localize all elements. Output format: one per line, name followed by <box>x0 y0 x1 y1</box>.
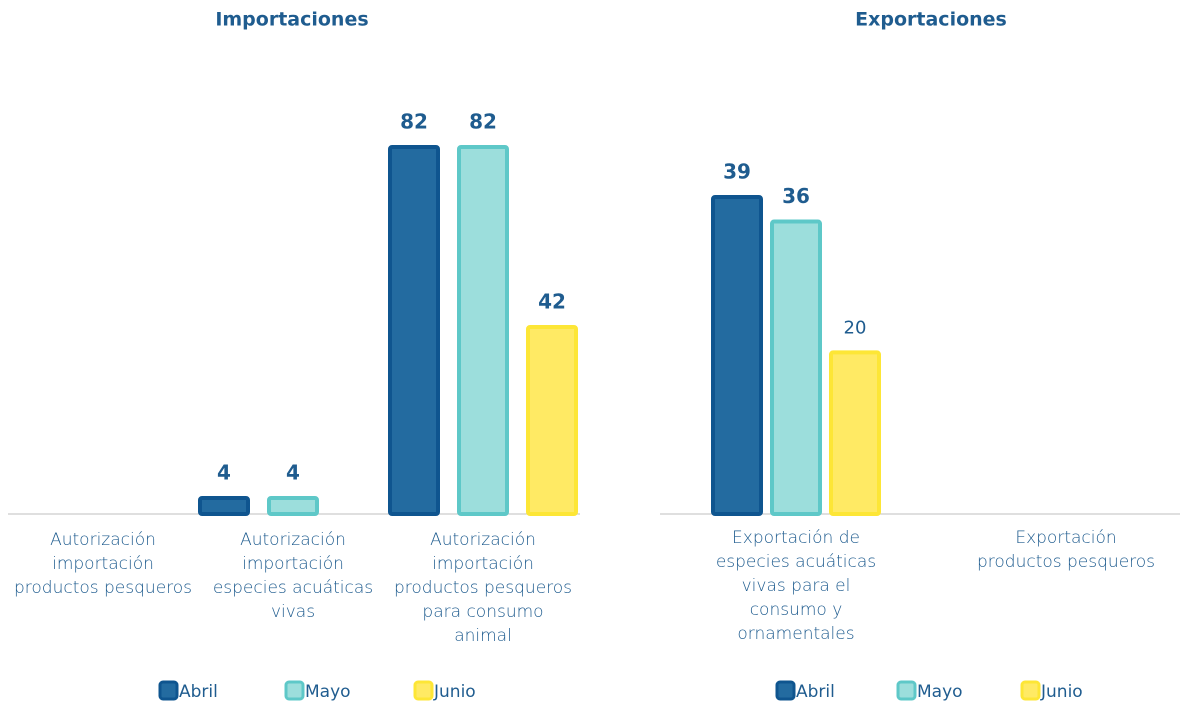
value-label: 20 <box>844 317 867 338</box>
value-label: 42 <box>538 290 566 314</box>
chart-title: Exportaciones <box>855 9 1007 31</box>
legend-label: Junio <box>433 682 476 702</box>
legend-label: Mayo <box>917 682 963 702</box>
value-label: 39 <box>723 159 751 183</box>
category-label: Exportación productos pesqueros <box>976 528 1156 572</box>
legend-swatch <box>896 680 917 701</box>
legend-swatch <box>158 680 179 701</box>
category-label: Autorización importación productos pesqu… <box>393 530 573 646</box>
legend-swatch <box>284 680 305 701</box>
category-label: Autorización importación especies acuáti… <box>212 530 374 622</box>
bar <box>388 145 440 516</box>
legend-label: Junio <box>1040 682 1083 702</box>
legend-label: Mayo <box>305 682 351 702</box>
category-label: Exportación de especies acuáticas vivas … <box>715 528 877 644</box>
legend-label: Abril <box>796 682 835 702</box>
legend-swatch <box>775 680 796 701</box>
legend-swatch <box>413 680 434 701</box>
value-label: 82 <box>469 110 497 134</box>
bar <box>457 145 509 516</box>
category-label: Autorización importación productos pesqu… <box>13 530 193 598</box>
legend-label: Abril <box>179 682 218 702</box>
bar <box>770 219 822 517</box>
chart-title: Importaciones <box>215 9 368 31</box>
bar <box>526 325 578 516</box>
bar <box>711 194 763 516</box>
legend-swatch <box>1020 680 1041 701</box>
bar <box>267 496 319 516</box>
value-label: 4 <box>286 461 300 485</box>
value-label: 82 <box>400 110 428 134</box>
bar <box>198 496 250 516</box>
value-label: 36 <box>782 184 810 208</box>
bar <box>829 350 881 516</box>
value-label: 4 <box>217 461 231 485</box>
